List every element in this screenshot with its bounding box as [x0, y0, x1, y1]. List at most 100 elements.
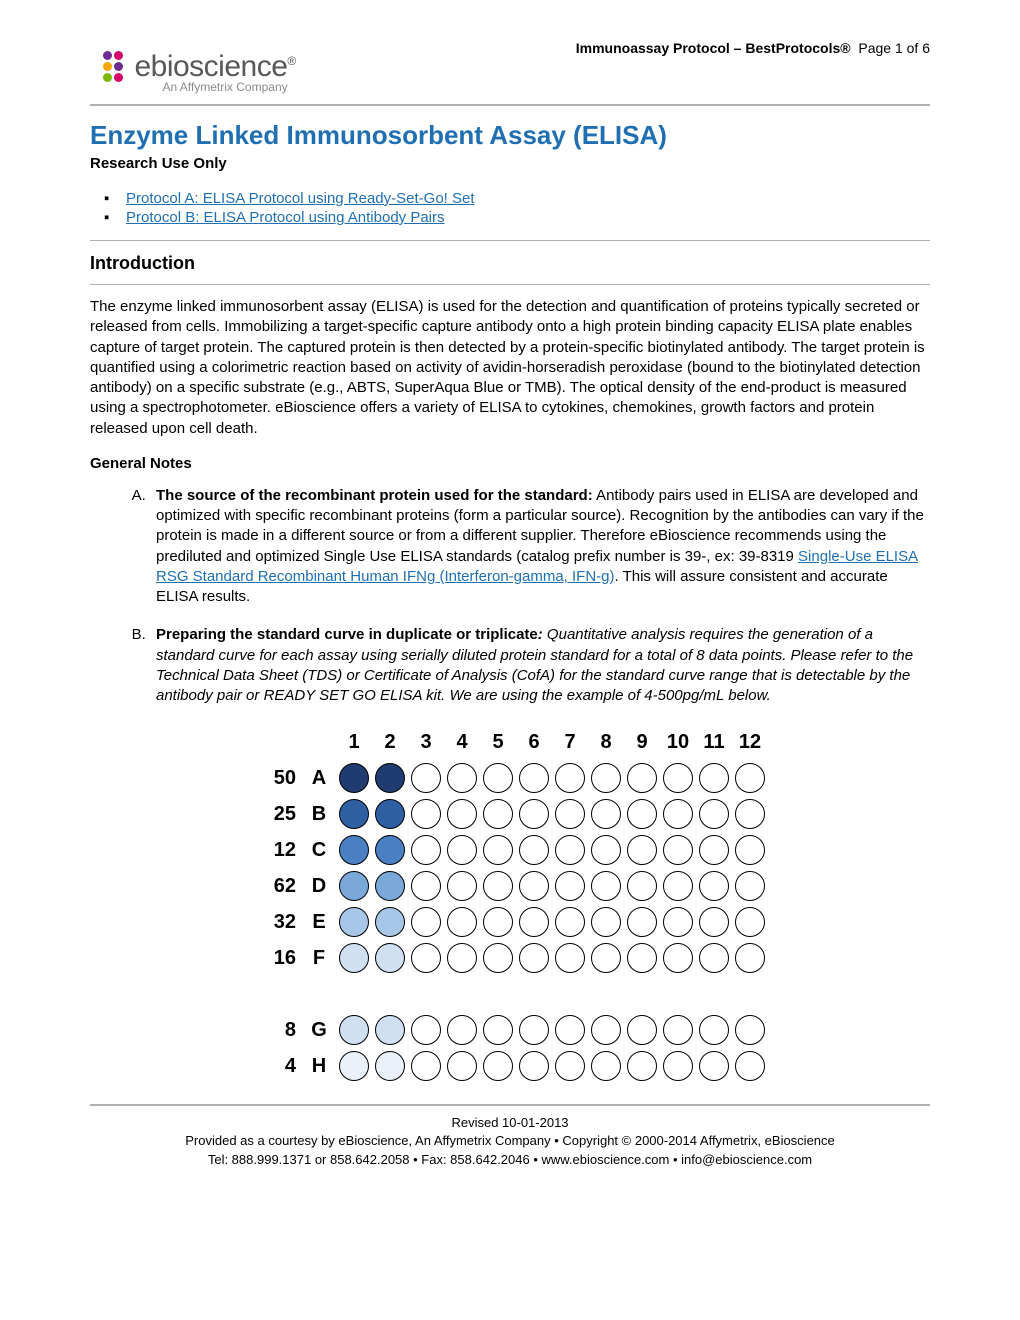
note-b: Preparing the standard curve in duplicat… [150, 625, 930, 706]
plate-well [447, 799, 477, 829]
plate-well [591, 763, 621, 793]
plate-col-header: 2 [384, 731, 395, 754]
plate-well [663, 1015, 693, 1045]
plate-well [375, 799, 405, 829]
notes-list: The source of the recombinant protein us… [90, 486, 930, 707]
plate-row-value: 25 [274, 803, 302, 826]
logo-block: ebioscience® An Affymetrix Company [90, 50, 296, 94]
plate-well [735, 943, 765, 973]
plate-well [447, 907, 477, 937]
plate-well [699, 763, 729, 793]
plate-well [519, 871, 549, 901]
plate-row-value: 32 [274, 911, 302, 934]
plate-row-value: 50 [274, 767, 302, 790]
plate-col-header: 5 [492, 731, 503, 754]
plate-well [447, 763, 477, 793]
page: ebioscience® An Affymetrix Company Immun… [0, 0, 1020, 1199]
plate-well [591, 907, 621, 937]
footer: Revised 10-01-2013 Provided as a courtes… [90, 1104, 930, 1169]
protocol-link-item: Protocol B: ELISA Protocol using Antibod… [108, 209, 930, 226]
protocol-a-link[interactable]: Protocol A: ELISA Protocol using Ready-S… [126, 190, 475, 207]
plate-well [735, 763, 765, 793]
plate-well [735, 871, 765, 901]
plate-col-header: 11 [703, 731, 724, 754]
plate-well [555, 871, 585, 901]
logo-dot-icon [103, 73, 112, 82]
logo-dot-icon [114, 62, 123, 71]
plate-row-value: 12 [274, 839, 302, 862]
protocol-link-item: Protocol A: ELISA Protocol using Ready-S… [108, 190, 930, 207]
plate-well [483, 1015, 513, 1045]
plate-well [699, 871, 729, 901]
plate-well [339, 799, 369, 829]
plate-well [555, 835, 585, 865]
plate-well [339, 763, 369, 793]
plate-row-label: C [312, 839, 326, 862]
plate-col-header: 7 [564, 731, 575, 754]
plate-well [627, 1051, 657, 1081]
footer-revised: Revised 10-01-2013 [90, 1114, 930, 1132]
plate-well [447, 871, 477, 901]
plate-well [339, 1051, 369, 1081]
plate-well [699, 1015, 729, 1045]
plate-well [447, 943, 477, 973]
plate-row-label: F [313, 947, 325, 970]
plate-well [447, 1015, 477, 1045]
plate-well [735, 907, 765, 937]
plate-well [375, 835, 405, 865]
rule-mid1 [90, 240, 930, 241]
plate-well [627, 943, 657, 973]
plate-well [555, 1015, 585, 1045]
logo-name: ebioscience [134, 50, 287, 83]
plate-col-header: 6 [528, 731, 539, 754]
plate-col-header: 10 [667, 731, 689, 754]
page-label: Page 1 of 6 [858, 40, 930, 56]
plate-well [663, 943, 693, 973]
plate-col-header: 1 [348, 731, 359, 754]
plate-well [483, 871, 513, 901]
plate-well [627, 871, 657, 901]
plate-well [699, 1051, 729, 1081]
plate-well [591, 871, 621, 901]
header-row: ebioscience® An Affymetrix Company Immun… [90, 40, 930, 94]
plate-well [519, 1051, 549, 1081]
intro-body: The enzyme linked immunosorbent assay (E… [90, 297, 930, 439]
plate-col-header: 12 [739, 731, 761, 754]
plate-well [519, 799, 549, 829]
plate-col-header: 4 [456, 731, 467, 754]
plate-well [483, 763, 513, 793]
plate-well [339, 1015, 369, 1045]
note-a: The source of the recombinant protein us… [150, 486, 930, 608]
plate-well [555, 799, 585, 829]
note-b-lead: Preparing the standard curve in duplicat… [156, 626, 538, 643]
plate-row-label: B [312, 803, 326, 826]
plate-well [591, 799, 621, 829]
plate-well [627, 1015, 657, 1045]
plate-well [447, 835, 477, 865]
footer-line2: Provided as a courtesy by eBioscience, A… [90, 1132, 930, 1150]
logo-dots-icon [90, 50, 124, 83]
plate-well [519, 943, 549, 973]
plate-well [375, 907, 405, 937]
protocol-b-link[interactable]: Protocol B: ELISA Protocol using Antibod… [126, 209, 445, 226]
plate-well [411, 907, 441, 937]
plate-col-header: 8 [600, 731, 611, 754]
plate-well [591, 1051, 621, 1081]
logo-reg: ® [287, 54, 295, 68]
plate-row-label: G [311, 1019, 327, 1042]
plate-well [627, 763, 657, 793]
rule-mid2 [90, 284, 930, 285]
plate-well [663, 763, 693, 793]
plate-well [447, 1051, 477, 1081]
plate-well [591, 1015, 621, 1045]
logo-dot-icon [103, 62, 112, 71]
plate-well [699, 835, 729, 865]
plate-well [339, 835, 369, 865]
plate-well [555, 943, 585, 973]
plate-well [663, 1051, 693, 1081]
plate-well [663, 799, 693, 829]
plate-row-value: 8 [285, 1019, 302, 1042]
plate-well [483, 907, 513, 937]
plate-well [375, 1015, 405, 1045]
plate-row-label: D [312, 875, 326, 898]
